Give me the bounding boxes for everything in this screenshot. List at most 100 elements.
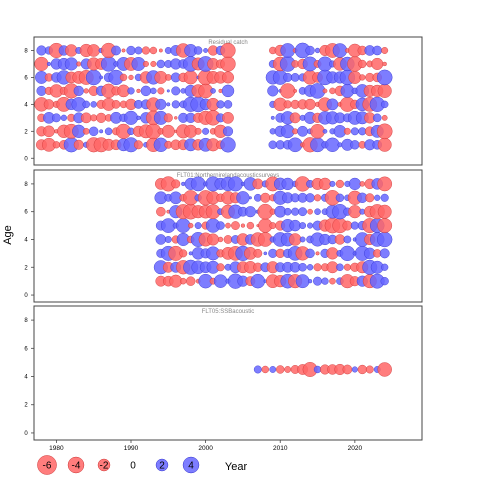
residual-bubble: [306, 264, 314, 271]
panel-frame: [33, 36, 423, 166]
residual-bubble: [290, 73, 300, 82]
residual-bubble: [149, 46, 158, 55]
legend-label: -2: [100, 461, 109, 472]
residual-bubble: [379, 248, 390, 259]
x-tick-label: 1990: [124, 445, 139, 452]
residual-bubble: [263, 251, 268, 256]
panel-title: FLT01:Northernirelandacousticsurveys: [177, 173, 280, 179]
panel-title: FLT05:SSBacoustic: [202, 309, 255, 315]
residual-bubble: [253, 248, 263, 258]
y-tick-label: 4: [24, 375, 28, 381]
residual-bubble: [194, 127, 202, 135]
residual-bubble: [213, 274, 228, 288]
residual-bubble: [119, 73, 128, 82]
residual-bubble: [380, 277, 389, 286]
residual-bubble: [222, 71, 234, 84]
legend-bubble: [182, 456, 200, 474]
residual-bubble: [134, 46, 143, 55]
panel-2: FLT01:Northernirelandacousticsurveys 0 2 4 6…: [24, 169, 423, 303]
y-tick-label: 6: [24, 210, 28, 216]
residual-bubble: [236, 191, 250, 205]
y-tick-label: 4: [24, 237, 28, 243]
residual-bubble: [283, 207, 292, 216]
residual-bubble: [270, 115, 275, 120]
residual-bubble: [223, 100, 233, 109]
residual-bubble: [111, 100, 121, 109]
residual-bubble: [179, 277, 187, 285]
residual-bubble: [381, 114, 388, 121]
residual-bubble: [166, 102, 171, 107]
residual-bubble: [280, 83, 296, 99]
residual-bubble: [252, 178, 264, 190]
legend-label: 4: [188, 461, 194, 472]
residual-bubble: [372, 113, 382, 123]
legend-item: 0: [130, 461, 136, 472]
x-tick-label: 2000: [198, 445, 213, 452]
residual-bubble: [227, 176, 243, 192]
residual-bubble: [365, 193, 375, 203]
residual-bubble: [314, 194, 322, 202]
residual-bubble: [73, 85, 84, 96]
residual-bubble: [268, 140, 277, 150]
residual-bubble: [343, 263, 351, 271]
residual-bubble: [43, 125, 55, 138]
residual-bubble: [269, 222, 277, 229]
residual-bubble: [329, 277, 336, 285]
residual-bubble: [307, 208, 313, 215]
legend-bubble: [97, 458, 111, 472]
residual-bubble: [171, 100, 180, 109]
residual-bubble: [87, 44, 100, 57]
residual-bubble: [121, 48, 126, 53]
residual-bubble: [174, 116, 178, 120]
residual-bubble: [289, 112, 301, 124]
residual-bubble: [82, 128, 90, 135]
residual-bubble: [298, 263, 307, 272]
residual-bubble: [150, 60, 157, 67]
residual-bubble: [292, 128, 299, 135]
residual-bubble: [82, 100, 90, 109]
residual-bubble: [315, 251, 320, 256]
residual-bubble: [43, 99, 55, 110]
residual-bubble: [248, 196, 252, 200]
y-tick-label: 0: [24, 293, 28, 299]
residual-bubble: [261, 365, 269, 374]
residual-bubble: [376, 123, 393, 140]
residual-bubble: [322, 88, 328, 94]
residual-bubble: [90, 114, 98, 122]
residual-bubble: [377, 362, 392, 377]
residual-bubble: [203, 48, 209, 53]
residual-bubble: [351, 366, 358, 373]
residual-bubble: [289, 219, 301, 232]
residual-bubble: [376, 69, 393, 86]
residual-bubble: [372, 45, 383, 56]
residual-bubble: [313, 276, 323, 286]
residual-bubble: [313, 263, 322, 272]
residual-bubble: [179, 249, 188, 258]
y-tick-label: 8: [24, 318, 28, 324]
residual-bubble: [332, 43, 348, 58]
residual-bubble: [350, 221, 359, 230]
y-tick-label: 4: [24, 102, 28, 108]
residual-bubble: [136, 115, 141, 120]
residual-bubble: [142, 60, 149, 67]
residual-bubble: [76, 61, 82, 67]
residual-bubble: [156, 206, 166, 217]
residual-bubble: [322, 129, 328, 134]
residual-bubble: [377, 83, 392, 98]
residual-bubble: [188, 251, 193, 256]
panel-3: FLT05:SSBacoustic 0 2 4 6 8 1980 1990 2000 2010 20…: [24, 305, 423, 452]
residual-bubble: [88, 126, 99, 137]
residual-bubble: [371, 57, 384, 70]
residual-bubble: [281, 177, 294, 191]
residual-bubble: [202, 127, 210, 135]
residual-bubble: [250, 273, 266, 289]
residual-bubble: [350, 127, 359, 136]
residual-bubble: [222, 126, 234, 137]
residual-bubble: [321, 277, 329, 285]
residual-bubble: [325, 137, 340, 152]
residual-bubble: [156, 59, 166, 69]
residual-bubble: [377, 231, 393, 248]
residual-bubble: [34, 56, 49, 71]
